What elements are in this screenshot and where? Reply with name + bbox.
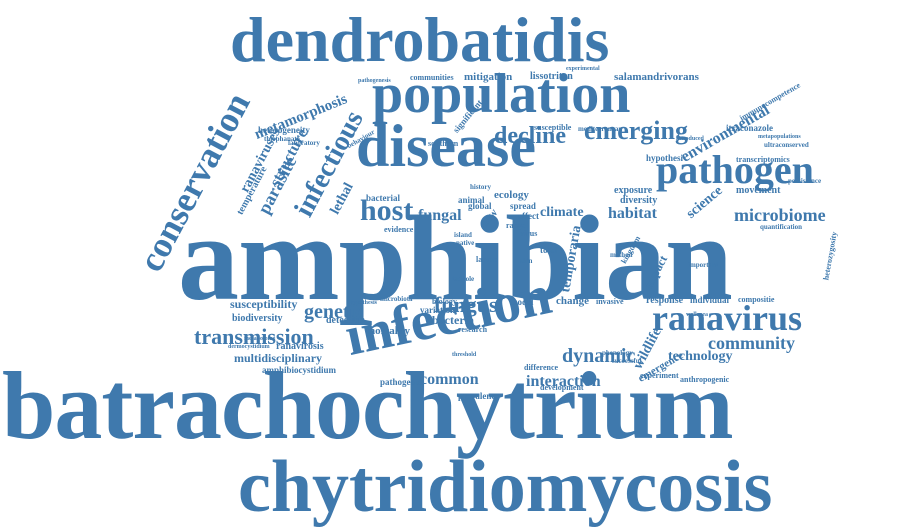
word-decline: decline [494, 123, 566, 149]
word-interaction: interaction [526, 373, 601, 390]
word-host: host [360, 194, 414, 227]
word-emerging: emerging [584, 116, 688, 145]
word-biology: biology [432, 297, 457, 306]
word-common: common [420, 371, 479, 388]
word-heterogeneity: heterogeneity [258, 125, 310, 135]
word-biodiversity: biodiversity [232, 313, 283, 324]
word-exposure: exposure [614, 185, 653, 196]
word-mitigation: mitigation [464, 71, 513, 83]
word-larvae: larvae [476, 255, 498, 264]
word-thlophanate: thlophanate [264, 135, 300, 143]
word-lissotriton: lissotriton [530, 71, 573, 82]
word-pathogen: pathogen [656, 147, 814, 192]
word-variation: variation [420, 305, 455, 315]
word-bacteria: bacteria [432, 313, 474, 327]
word-prevalence: prevalence [458, 391, 500, 401]
word-response: response [646, 295, 684, 306]
word-movement: movement [736, 185, 781, 196]
word-mediterranean: mediterranean [578, 125, 623, 133]
word-compositie: compositie [738, 295, 775, 304]
word-diversity: diversity [620, 195, 658, 206]
word-southern: southern [428, 139, 459, 148]
word-individual: individual [690, 295, 730, 305]
word-successful: successful [612, 357, 642, 365]
word-communities: communities [410, 73, 454, 82]
word-batrachochytrium: batrachochytrium [2, 352, 734, 459]
word-amphibiocystidium: amphibiocystidium [262, 365, 337, 375]
word-effect: effect [518, 211, 539, 221]
word-quantification: quantification [760, 223, 803, 231]
word-dynamic: dynamic [562, 345, 636, 367]
word-spread: spread [510, 201, 536, 211]
word-range: range [506, 221, 526, 230]
word-change: change [556, 295, 589, 307]
word-multidisciplinary: multidisciplinary [234, 351, 323, 365]
word-tadpole: tadpole [452, 275, 475, 283]
word-transcriptomics: transcriptomics [736, 155, 790, 164]
word-salamandrivorans: salamandrivorans [614, 71, 699, 83]
word-metapopulations: metapopulations [758, 134, 801, 140]
word-toad: toad [540, 245, 558, 255]
word-chytridiomycosis: chytridiomycosis [238, 446, 773, 528]
word-genetic: genetic [304, 301, 364, 323]
word-technology: technology [668, 349, 733, 364]
word-history: history [470, 183, 491, 191]
word-experimental: experimental [566, 66, 600, 72]
word-fungal: fungal [418, 207, 462, 224]
word-climate: climate [540, 205, 584, 220]
word-phenology: phenology [602, 349, 633, 357]
word-animal: animal [458, 195, 485, 205]
word-disease: disease [356, 113, 536, 179]
word-hypothesi: hypothesi [646, 153, 684, 163]
word-ranavirus: ranavirus [652, 298, 803, 338]
word-evidence: evidence [384, 225, 414, 234]
word-anthropogenic: anthropogenic [680, 375, 730, 384]
word-wallacea: wallacea [686, 312, 708, 318]
word-ultraconserved: ultraconserved [764, 141, 809, 149]
word-community: community [708, 333, 795, 353]
word-transmission: transmission [194, 324, 314, 349]
word-dermocystidium: dermocystidium [228, 344, 270, 350]
word-metabolome: metabolome [244, 336, 276, 342]
word-dendrobatidis: dendrobatidis [230, 4, 610, 75]
word-microbiome: microbiome [734, 205, 826, 225]
word-introduced: introduced [676, 136, 704, 142]
word-hypothesis: hypothesis [350, 300, 378, 306]
word-global: global [468, 201, 492, 211]
word-fungus: fungus [434, 292, 498, 317]
word-model: model [510, 297, 534, 307]
word-itraconazole: itraconazole [726, 123, 773, 133]
word-difference: difference [524, 363, 559, 372]
word-method: method [610, 251, 633, 259]
word-pathogenic: pathogenic [380, 377, 423, 387]
word-laboratory: laboratory [288, 139, 320, 147]
word-development: development [540, 383, 584, 392]
word-susceptibility: susceptibility [230, 297, 298, 311]
word-heterozygosity: heterozygosity [821, 230, 839, 281]
word-ecology: ecology [494, 189, 529, 201]
word-susceptible: susceptible [534, 123, 572, 132]
word-skin: skin [520, 257, 533, 265]
word-research: research [458, 325, 488, 334]
word-native: native [456, 239, 475, 247]
word-important: important [688, 261, 719, 269]
word-habitat: habitat [608, 205, 657, 222]
word-experiment: experiment [640, 371, 679, 380]
word-threshold: threshold [452, 352, 477, 358]
word-microbiota: microbiota [380, 295, 413, 303]
word-pathogenesis: pathogenesis [358, 78, 391, 84]
word-population: population [372, 63, 631, 125]
word-virus: virus [520, 229, 538, 238]
word-island: island [454, 231, 472, 239]
word-persistence: persistence [788, 177, 822, 185]
word-invasive: invasive [596, 297, 624, 306]
word-amphibian: amphibian [178, 191, 733, 326]
word-ranavirosis: ranavirosis [276, 341, 324, 352]
word-mortality: mortality [366, 325, 410, 337]
word-detection: detection [326, 315, 365, 326]
word-bacterial: bacterial [366, 193, 400, 203]
